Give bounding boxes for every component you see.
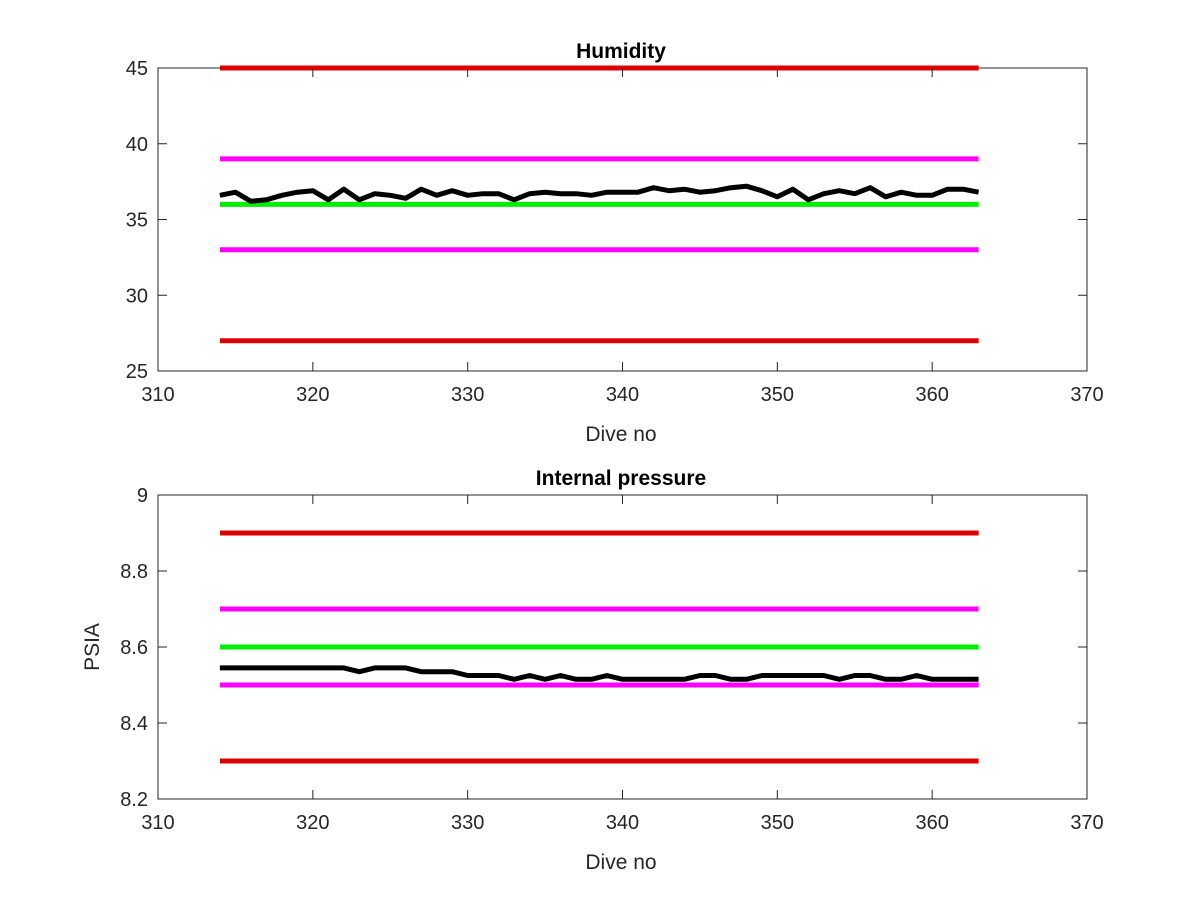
- humidity-x-tick-label: 330: [451, 384, 484, 406]
- internal-pressure-y-tick-label: 8.4: [120, 713, 148, 735]
- internal-pressure-title: Internal pressure: [536, 467, 706, 490]
- humidity-x-tick-label: 360: [915, 384, 948, 406]
- humidity-x-tick-label: 310: [141, 384, 174, 406]
- humidity-y-tick-label: 40: [126, 134, 148, 156]
- humidity-y-tick-label: 25: [126, 361, 148, 383]
- humidity-x-tick-label: 370: [1070, 384, 1103, 406]
- internal-pressure-y-tick-label: 8.6: [120, 637, 148, 659]
- humidity-x-tick-label: 320: [296, 384, 329, 406]
- humidity-x-tick-label: 340: [606, 384, 639, 406]
- internal-pressure-x-tick-label: 310: [141, 812, 174, 834]
- internal-pressure-x-tick-label: 370: [1070, 812, 1103, 834]
- humidity-title: Humidity: [576, 40, 666, 63]
- internal-pressure-y-axis-label: PSIA: [81, 623, 104, 671]
- humidity-y-tick-label: 35: [126, 210, 148, 232]
- humidity-y-tick-label: 30: [126, 285, 148, 307]
- internal-pressure-x-tick-label: 360: [915, 812, 948, 834]
- internal-pressure-x-tick-label: 340: [606, 812, 639, 834]
- internal-pressure-x-tick-label: 350: [761, 812, 794, 834]
- internal-pressure-x-tick-label: 330: [451, 812, 484, 834]
- internal-pressure-y-tick-label: 8.2: [120, 789, 148, 811]
- internal-pressure-panel: Internal pressure Dive no PSIA 310 320 330…: [81, 467, 1104, 874]
- humidity-x-axis-label: Dive no: [585, 423, 656, 446]
- internal-pressure-x-tick-label: 320: [296, 812, 329, 834]
- humidity-x-tick-label: 350: [761, 384, 794, 406]
- internal-pressure-series-line-0: [219, 665, 979, 682]
- humidity-y-tick-label: 45: [126, 58, 148, 80]
- internal-pressure-x-axis-label: Dive no: [585, 851, 656, 874]
- internal-pressure-y-tick-label: 8.8: [120, 561, 148, 583]
- humidity-plot-area: [157, 67, 1088, 372]
- humidity-panel: Humidity Dive no 310 320 330 340 350 360 370 25…: [126, 40, 1104, 446]
- internal-pressure-y-tick-label: 9: [137, 485, 148, 507]
- humidity-series-line-0: [219, 183, 980, 204]
